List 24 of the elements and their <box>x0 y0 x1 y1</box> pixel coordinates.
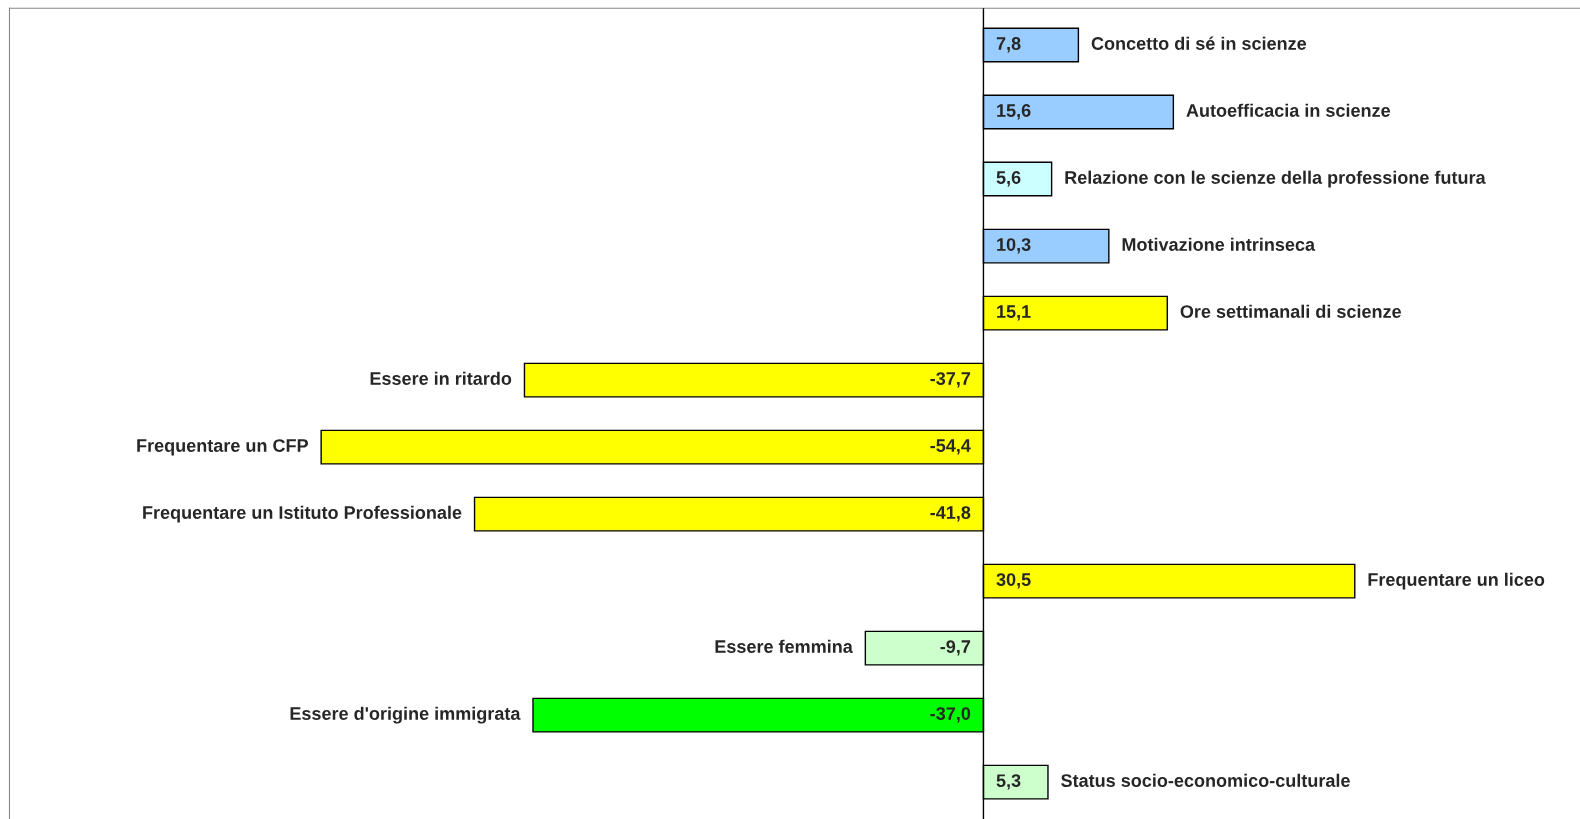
data-label: 15,6 <box>997 104 1031 120</box>
data-label: 5,6 <box>996 171 1021 187</box>
data-label: 30,5 <box>996 573 1031 589</box>
data-label: 10,3 <box>997 238 1031 254</box>
y-tick-label: Essere d'origine immigrata <box>290 706 521 724</box>
data-label: 7,8 <box>996 37 1021 53</box>
data-label: 5,3 <box>996 774 1021 790</box>
y-tick-label: Motivazione intrinseca <box>1122 237 1316 251</box>
y-tick-label: Autoefficacia in scienze <box>1186 103 1391 117</box>
y-tick-label: Concetto di sé in scienze <box>1091 36 1307 50</box>
data-label: -37,0 <box>930 707 971 723</box>
data-label: -41,8 <box>930 506 971 522</box>
y-tick-label: Frequentare un liceo <box>1368 572 1545 590</box>
y-tick-label: Essere in ritardo <box>370 371 512 385</box>
y-tick-label: Essere femmina <box>715 639 853 653</box>
y-tick-label: Frequentare un Istituto Professionale <box>143 505 462 523</box>
data-label: 15,1 <box>997 305 1031 321</box>
data-label: -37,7 <box>930 372 971 388</box>
y-tick-label: Relazione con le scienze della professione futura <box>1065 170 1486 188</box>
data-label: -9,7 <box>940 640 971 656</box>
y-tick-label: Frequentare un CFP <box>137 439 308 456</box>
data-label: -54,4 <box>930 439 971 455</box>
y-tick-label: Ore settimanali di scienze <box>1180 304 1401 318</box>
y-tick-label: Status socio-economico-culturale <box>1061 773 1350 787</box>
